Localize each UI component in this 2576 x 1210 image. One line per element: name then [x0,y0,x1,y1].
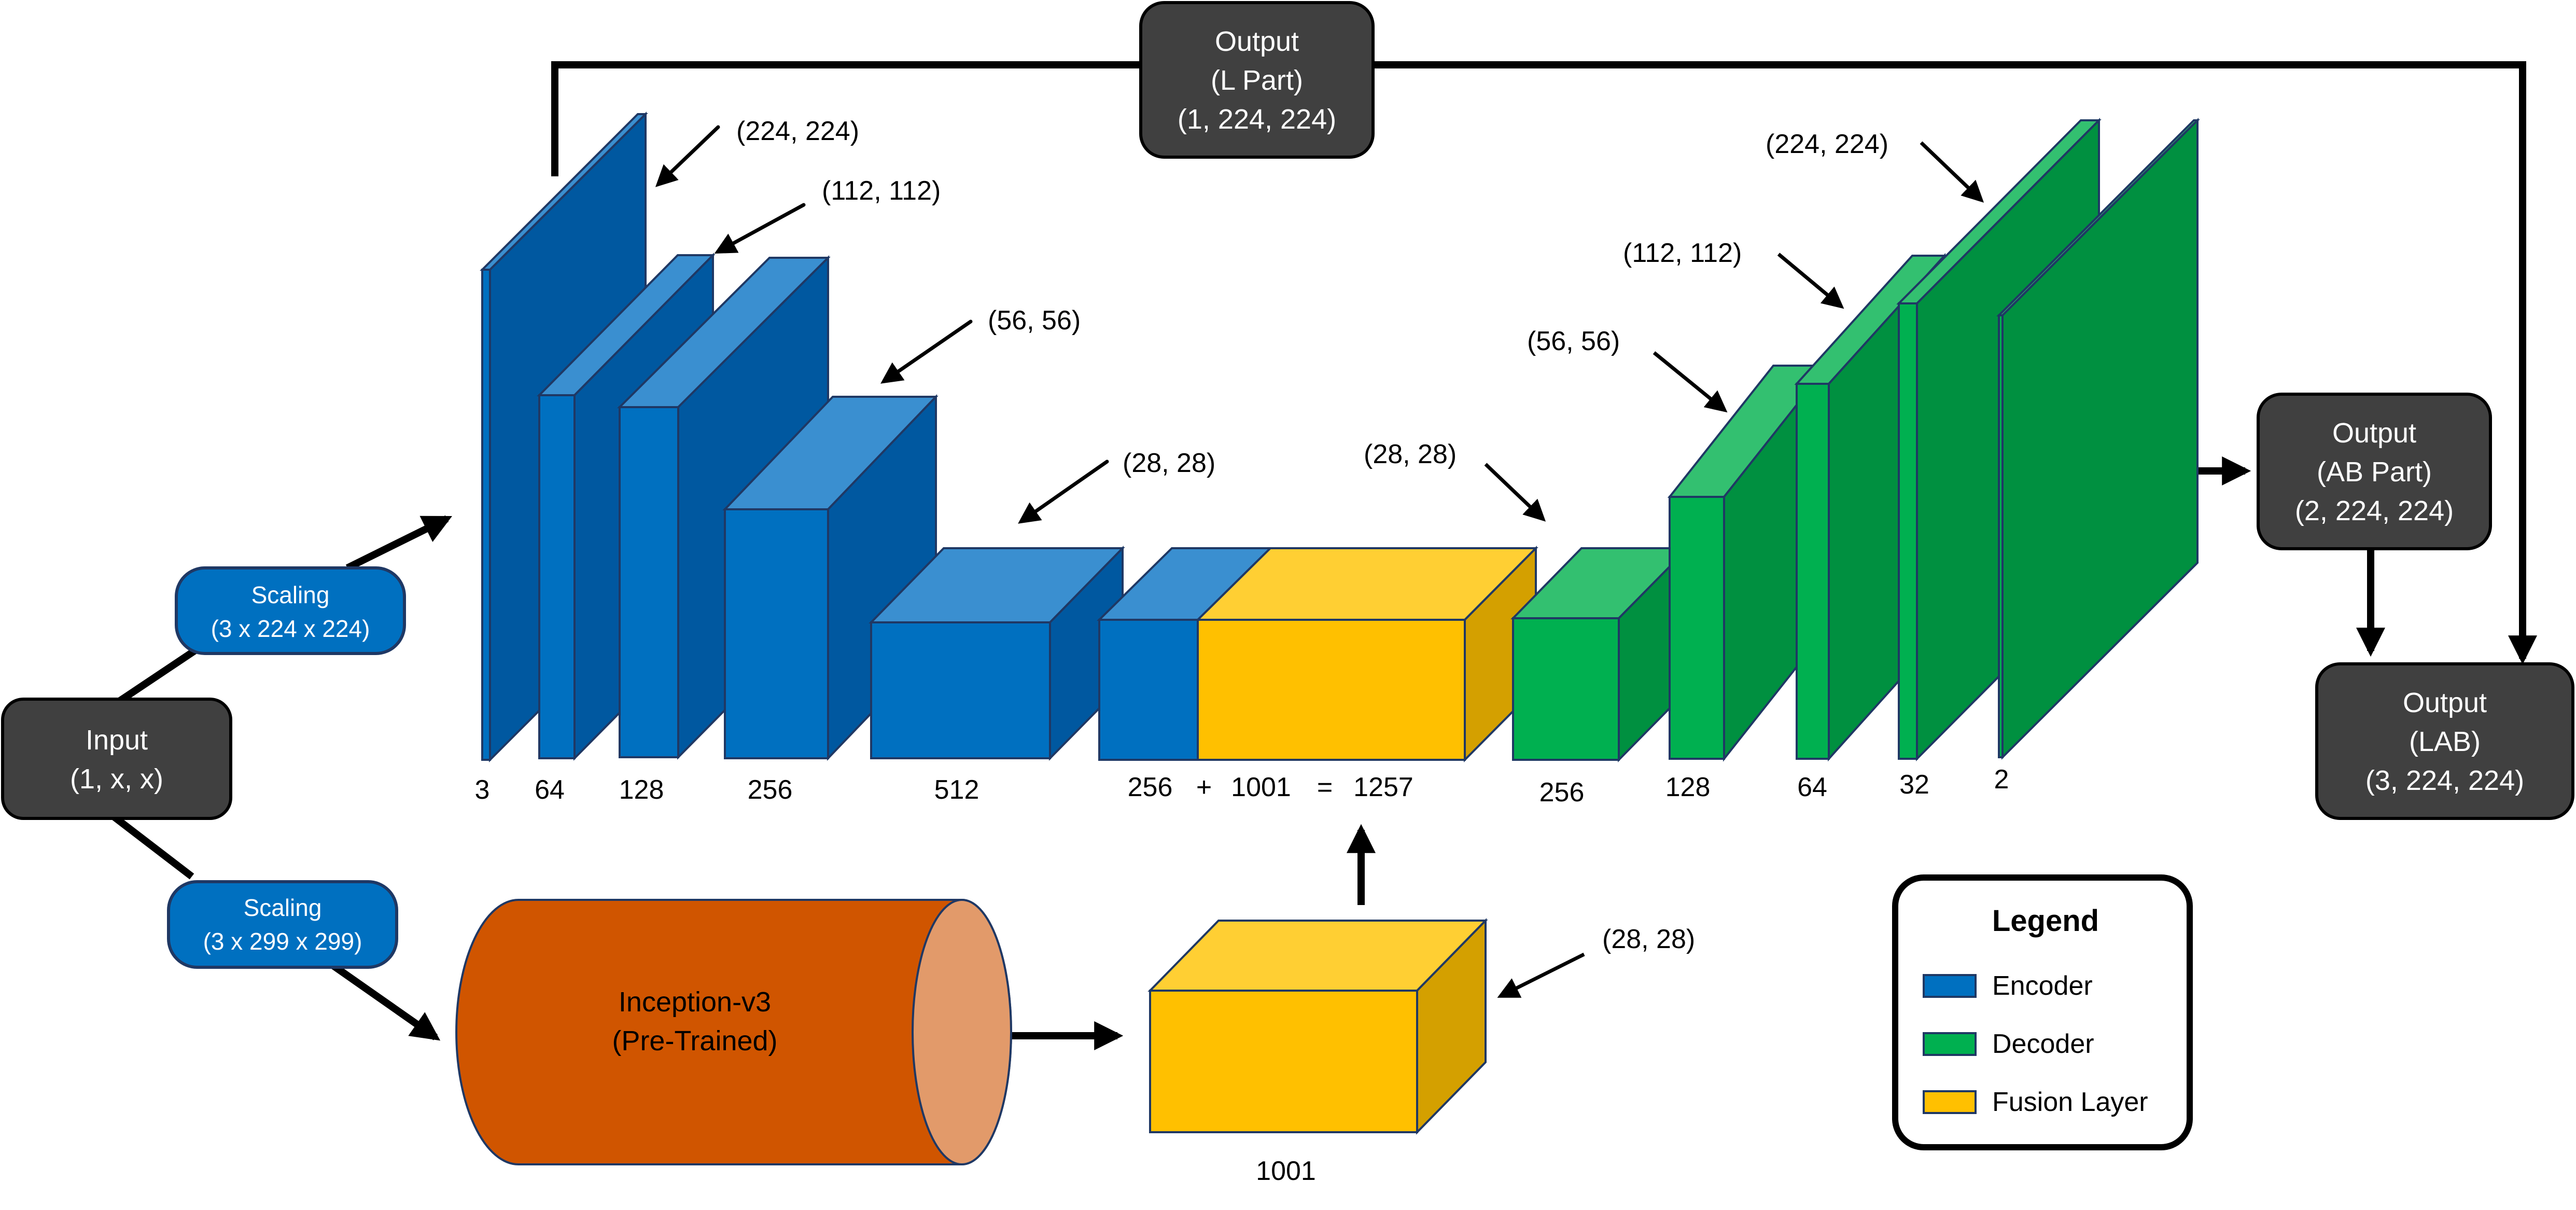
output-l-part: (L Part) [1211,65,1303,96]
fusion-equation: 256 + 1001 = 1257 [1128,772,1413,802]
output-lab-box: Output (LAB) (3, 224, 224) [2317,664,2573,818]
output-lab-part: (LAB) [2409,726,2481,757]
decoder-size-224-arrow [1921,143,1981,200]
scaling-top-to-encoder-arrow [347,519,447,568]
output-l-dims: (1, 224, 224) [1178,104,1336,135]
fusion-eq-plus: + [1196,772,1212,802]
output-l-box: Output (L Part) (1, 224, 224) [1141,3,1373,157]
decoder-channel-labels: 256 128 64 32 2 [1539,764,2009,808]
legend-item-encoder: Encoder [1924,971,2093,1001]
encoder-size-112-arrow [718,205,804,252]
scaling-box-top: Scaling (3 x 224 x 224) [176,568,404,653]
scaling-top-title: Scaling [251,581,330,608]
encoder-channel-labels: 3 64 128 256 512 [475,775,979,805]
decoder-channel-256: 256 [1539,777,1585,808]
encoder-channel-128: 128 [619,775,664,805]
decoder-blocks [1513,120,2197,760]
input-box: Input (1, x, x) [3,699,231,818]
fusion-eq-1257: 1257 [1353,772,1413,802]
fusion-standalone-channels: 1001 [1256,1156,1316,1186]
inception-cylinder: Inception-v3 (Pre-Trained) [456,900,1011,1164]
decoder-size-112-arrow [1779,254,1841,306]
fusion-block-1001 [1150,921,1486,1132]
fusion-eq-256: 256 [1128,772,1173,802]
encoder-blocks [482,114,1123,760]
encoder-size-112: (112, 112) [822,176,941,206]
encoder-size-28: (28, 28) [1123,448,1215,478]
decoder-channel-32: 32 [1899,770,1929,800]
encoder-channel-512: 512 [934,775,979,805]
decoder-block-256 [1513,548,1688,760]
fusion-size-label: (28, 28) [1602,924,1695,954]
encoder-size-56-arrow [884,322,971,381]
scaling-box-bottom: Scaling (3 x 299 x 299) [169,882,397,967]
decoder-channel-64: 64 [1797,772,1827,802]
encoder-size-224-arrow [659,127,718,184]
legend-label-fusion: Fusion Layer [1992,1087,2148,1117]
inception-subtitle: (Pre-Trained) [612,1025,777,1056]
input-to-scaling-top-line [119,646,202,701]
fusion-yellow-part [1198,620,1465,760]
legend-item-fusion: Fusion Layer [1924,1087,2148,1117]
legend-item-decoder: Decoder [1924,1029,2094,1059]
inception-title: Inception-v3 [619,986,771,1018]
legend-swatch-fusion [1924,1091,1976,1113]
decoder-size-56-arrow [1654,353,1724,410]
decoder-size-56: (56, 56) [1527,326,1620,356]
output-ab-part: (AB Part) [2317,456,2432,488]
legend: Legend Encoder Decoder Fusion Layer [1895,878,2190,1147]
output-lab-title: Output [2403,687,2487,718]
output-ab-title: Output [2332,418,2416,449]
decoder-channel-2: 2 [1994,764,2009,795]
legend-swatch-decoder [1924,1033,1976,1055]
encoder-size-224: (224, 224) [736,116,859,146]
decoder-size-28-arrow [1486,464,1543,519]
input-title: Input [86,725,148,756]
encoder-channel-3: 3 [475,775,490,805]
decoder-size-224: (224, 224) [1766,129,1888,159]
encoder-size-56: (56, 56) [988,305,1081,336]
fusion-size-annotation: (28, 28) [1501,924,1695,996]
encoder-size-28-arrow [1021,462,1107,521]
legend-title: Legend [1992,904,2099,938]
fusion-size-arrow [1501,954,1584,996]
output-lab-dims: (3, 224, 224) [2365,765,2524,796]
scaling-top-dims: (3 x 224 x 224) [211,615,370,642]
fusion-eq-equals: = [1317,772,1333,802]
scaling-bottom-dims: (3 x 299 x 299) [203,928,362,955]
fusion-eq-1001: 1001 [1231,772,1291,802]
output-l-title: Output [1215,26,1299,57]
scaling-bottom-to-inception-arrow [332,965,436,1037]
fusion-encoder-part [1099,620,1198,760]
encoder-channel-256: 256 [748,775,793,805]
input-to-scaling-bottom-line [114,817,192,877]
fusion-block-combined [1099,548,1536,760]
encoder-channel-64: 64 [535,775,565,805]
output-ab-box: Output (AB Part) (2, 224, 224) [2258,394,2490,549]
scaling-bottom-title: Scaling [244,894,322,921]
decoder-size-112: (112, 112) [1623,238,1742,268]
legend-label-encoder: Encoder [1992,971,2093,1001]
input-dims: (1, x, x) [70,763,163,795]
decoder-channel-128: 128 [1665,772,1711,802]
legend-swatch-encoder [1924,975,1976,997]
legend-label-decoder: Decoder [1992,1029,2094,1059]
decoder-size-28: (28, 28) [1364,439,1457,469]
output-ab-dims: (2, 224, 224) [2295,495,2454,526]
